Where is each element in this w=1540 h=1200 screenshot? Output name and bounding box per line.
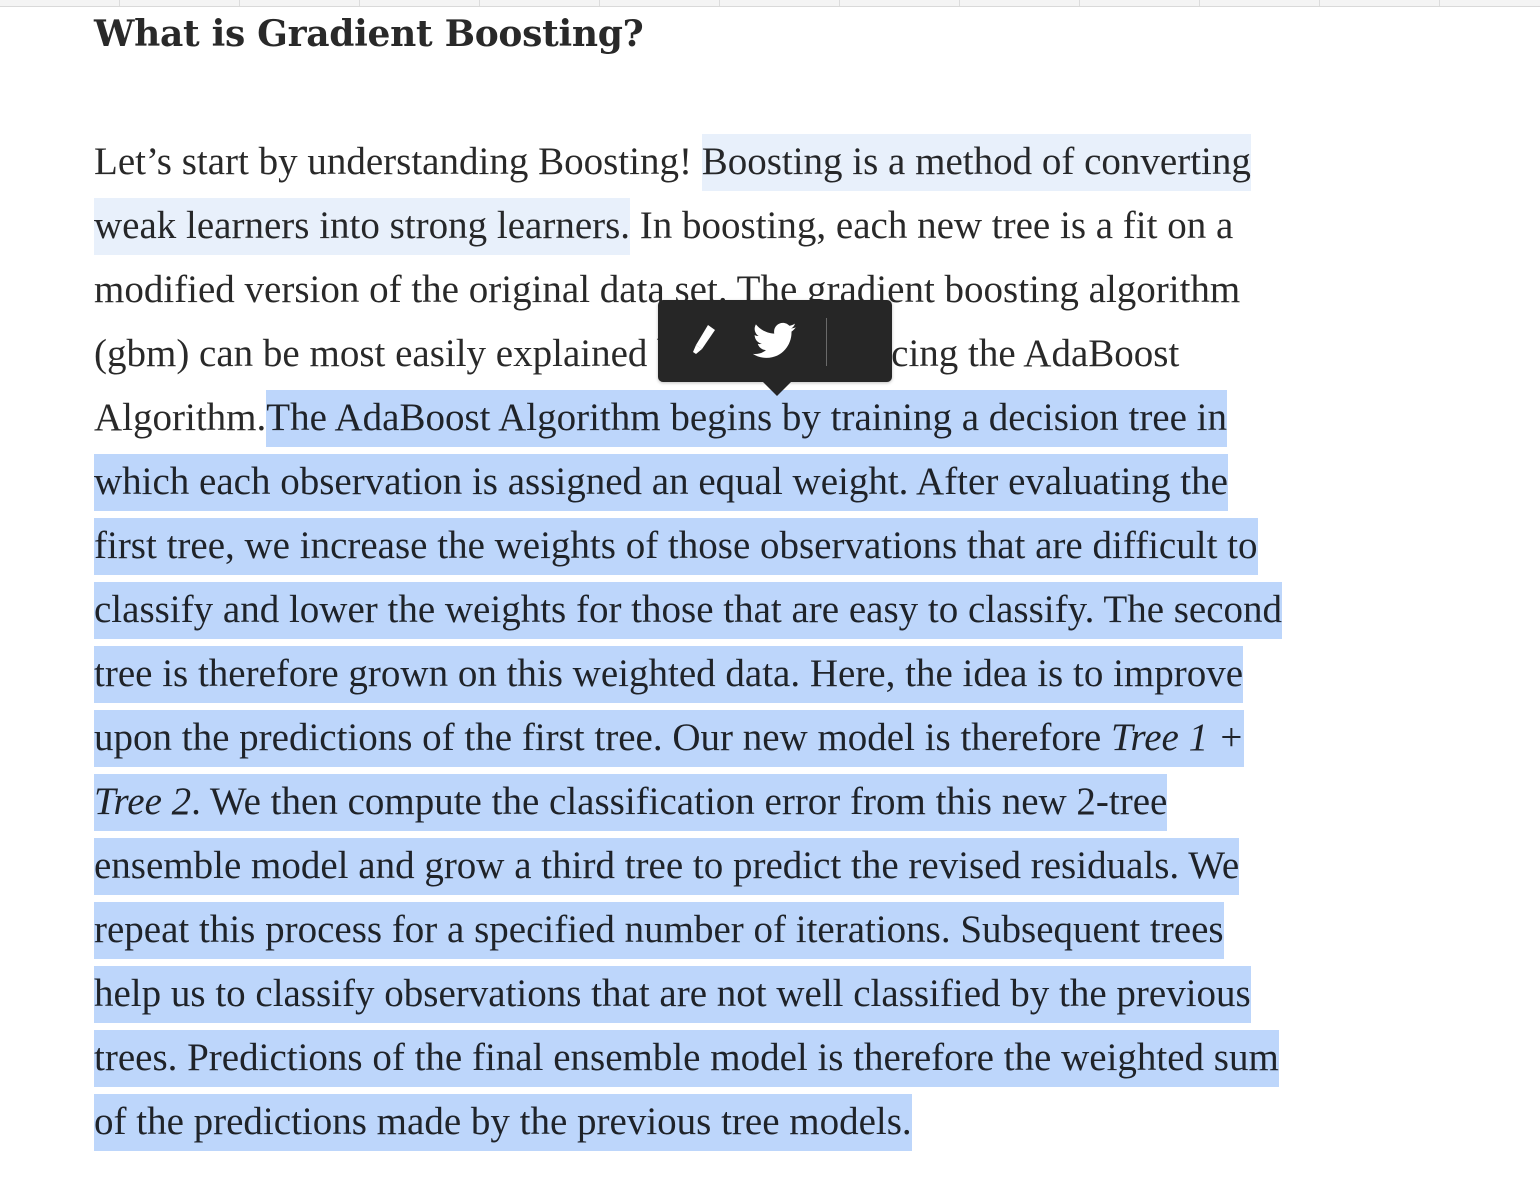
text-line-9: tree is therefore grown on this weighted…: [94, 642, 1474, 706]
tweet-button[interactable]: [750, 318, 800, 364]
text-line-14: help us to classify observations that ar…: [94, 962, 1474, 1026]
plain-text: Let’s start by understanding Boosting!: [94, 140, 702, 183]
text-line-8: classify and lower the weights for those…: [94, 578, 1474, 642]
highlighted-text[interactable]: weak learners into strong learners.: [94, 198, 631, 255]
highlight-button[interactable]: [678, 318, 728, 364]
selected-text[interactable]: classify and lower the weights for those…: [94, 582, 1283, 639]
text-line-1: Let’s start by understanding Boosting! B…: [94, 130, 1474, 194]
selected-text[interactable]: which each observation is assigned an eq…: [94, 454, 1228, 511]
twitter-icon: [753, 322, 797, 358]
plain-text: Algorithm.: [94, 396, 267, 439]
selected-text[interactable]: repeat this process for a specified numb…: [94, 902, 1224, 959]
selected-text[interactable]: The AdaBoost Algorithm begins by trainin…: [266, 390, 1228, 447]
highlighted-text[interactable]: Boosting is a method of converting: [701, 134, 1251, 191]
plain-text: In boosting, each new tree is a fit on a: [630, 204, 1234, 247]
selected-text[interactable]: of the predictions made by the previous …: [94, 1094, 912, 1151]
selected-text[interactable]: upon the predictions of the first tree. …: [94, 710, 1111, 767]
selected-text[interactable]: . We then compute the classification err…: [191, 774, 1168, 831]
text-line-10: upon the predictions of the first tree. …: [94, 706, 1474, 770]
text-line-4: (gbm) can be most easily explained by fi…: [94, 322, 1474, 386]
top-ruler: [0, 0, 1540, 7]
paragraph[interactable]: Let’s start by understanding Boosting! B…: [94, 130, 1474, 1154]
plain-text: (gbm) can be most easily explained by fi…: [94, 332, 1180, 375]
text-line-12: ensemble model and grow a third tree to …: [94, 834, 1474, 898]
selected-text[interactable]: help us to classify observations that ar…: [94, 966, 1251, 1023]
menu-divider: [826, 318, 827, 366]
selected-italic-text[interactable]: Tree 1 +: [1110, 710, 1245, 767]
selected-text[interactable]: tree is therefore grown on this weighted…: [94, 646, 1244, 703]
text-line-6: which each observation is assigned an eq…: [94, 450, 1474, 514]
text-line-11: Tree 2. We then compute the classificati…: [94, 770, 1474, 834]
text-line-16: of the predictions made by the previous …: [94, 1090, 1474, 1154]
highlighter-icon: [693, 325, 715, 354]
text-line-7: first tree, we increase the weights of t…: [94, 514, 1474, 578]
text-line-2: weak learners into strong learners. In b…: [94, 194, 1474, 258]
selected-italic-text[interactable]: Tree 2: [94, 774, 192, 831]
more-button[interactable]: [834, 318, 882, 364]
highlight-menu: [658, 300, 892, 396]
text-line-5: Algorithm.The AdaBoost Algorithm begins …: [94, 386, 1474, 450]
selected-text[interactable]: trees. Predictions of the final ensemble…: [94, 1030, 1279, 1087]
section-title: What is Gradient Boosting?: [94, 13, 644, 55]
text-line-13: repeat this process for a specified numb…: [94, 898, 1474, 962]
selected-text[interactable]: ensemble model and grow a third tree to …: [94, 838, 1240, 895]
text-line-15: trees. Predictions of the final ensemble…: [94, 1026, 1474, 1090]
selected-text[interactable]: first tree, we increase the weights of t…: [94, 518, 1258, 575]
